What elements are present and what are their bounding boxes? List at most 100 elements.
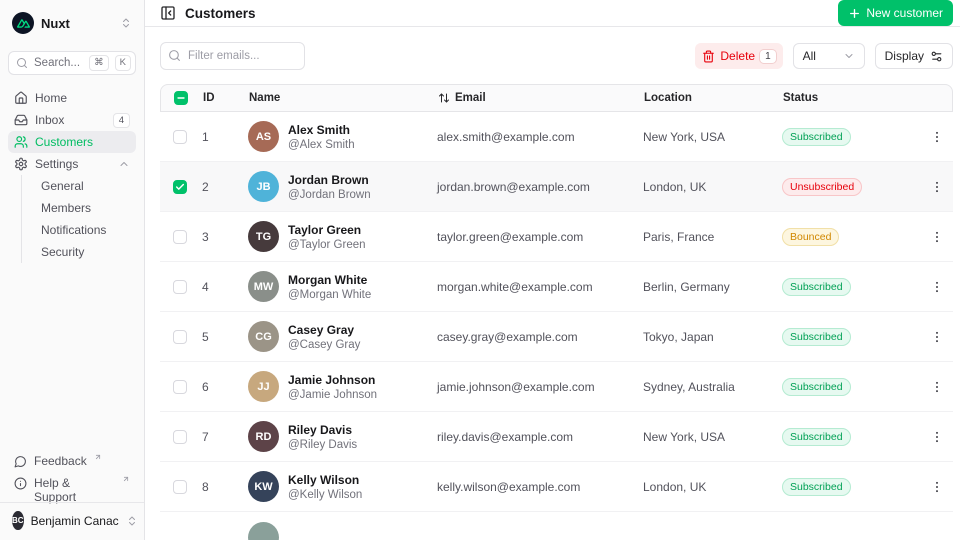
- status-filter-select[interactable]: All: [792, 43, 865, 69]
- sidebar-item-members[interactable]: Members: [39, 197, 136, 219]
- row-actions-button[interactable]: [926, 326, 948, 348]
- sidebar-item-home[interactable]: Home: [8, 87, 136, 109]
- sliders-icon: [930, 50, 943, 63]
- sidebar-item-settings[interactable]: Settings: [8, 153, 136, 175]
- customer-email: jamie.johnson@example.com: [437, 379, 595, 394]
- page-title: Customers: [185, 5, 256, 21]
- sidebar-item-label: Customers: [35, 135, 94, 149]
- display-label: Display: [884, 49, 924, 63]
- page-header: Customers New customer: [145, 0, 960, 27]
- row-checkbox[interactable]: [173, 179, 187, 194]
- sidebar-item-feedback[interactable]: Feedback: [8, 452, 136, 474]
- delete-label: Delete: [720, 49, 756, 63]
- message-circle-icon: [14, 455, 27, 468]
- kbd-meta: ⌘: [89, 55, 109, 71]
- row-checkbox[interactable]: [173, 279, 187, 294]
- sidebar-item-general[interactable]: General: [39, 175, 136, 197]
- sidebar-item-security[interactable]: Security: [39, 241, 136, 263]
- row-actions-button[interactable]: [926, 476, 948, 498]
- sidebar-item-label: Help & Support: [34, 476, 77, 504]
- column-header-name: Name: [249, 92, 281, 104]
- column-header-email-label: Email: [455, 92, 486, 104]
- customer-handle: @Jamie Johnson: [288, 388, 378, 401]
- status-badge: Subscribed: [782, 328, 851, 346]
- column-header-status: Status: [783, 92, 819, 104]
- customer-email: kelly.wilson@example.com: [437, 479, 581, 494]
- filter-emails-input[interactable]: [160, 42, 305, 70]
- customers-table: ID Name Email Location Status 1 AS: [160, 84, 953, 540]
- customer-name: Taylor Green: [288, 222, 362, 237]
- customer-email: alex.smith@example.com: [437, 129, 575, 144]
- customer-handle: @Casey Gray: [288, 338, 361, 351]
- status-badge: Subscribed: [782, 278, 851, 296]
- row-checkbox[interactable]: [173, 129, 187, 144]
- customer-name: Casey Gray: [288, 322, 355, 337]
- column-header-email[interactable]: Email: [438, 92, 644, 104]
- row-checkbox[interactable]: [173, 429, 187, 444]
- search-icon: [168, 49, 181, 62]
- sidebar-item-inbox[interactable]: Inbox 4: [8, 109, 136, 131]
- sidebar-item-label: Security: [41, 245, 85, 259]
- search-placeholder: Search...: [34, 57, 81, 69]
- row-checkbox[interactable]: [173, 479, 187, 494]
- workspace-label: Nuxt: [41, 15, 70, 31]
- table-row[interactable]: 2 JB Jordan Brown @Jordan Brown jordan.b…: [160, 162, 953, 212]
- chevrons-up-down-icon: [120, 17, 132, 29]
- collapse-sidebar-button[interactable]: [160, 5, 176, 21]
- customer-handle: @Taylor Green: [288, 238, 366, 251]
- row-actions-button[interactable]: [926, 176, 948, 198]
- delete-button[interactable]: Delete 1: [695, 43, 783, 69]
- status-badge: Unsubscribed: [782, 178, 863, 196]
- customer-email: taylor.green@example.com: [437, 229, 584, 244]
- table-row[interactable]: 6 JJ Jamie Johnson @Jamie Johnson jamie.…: [160, 362, 953, 412]
- customer-location: Berlin, Germany: [643, 279, 730, 294]
- table-row[interactable]: 1 AS Alex Smith @Alex Smith alex.smith@e…: [160, 112, 953, 162]
- row-checkbox[interactable]: [173, 229, 187, 244]
- user-menu[interactable]: BC Benjamin Canac: [8, 509, 136, 532]
- display-button[interactable]: Display: [874, 43, 953, 69]
- table-row[interactable]: 4 MW Morgan White @Morgan White morgan.w…: [160, 262, 953, 312]
- table-row[interactable]: 3 TG Taylor Green @Taylor Green taylor.g…: [160, 212, 953, 262]
- status-badge: Subscribed: [782, 478, 851, 496]
- customer-handle: @Riley Davis: [288, 438, 358, 451]
- row-actions-button[interactable]: [926, 276, 948, 298]
- row-id: 3: [202, 229, 209, 244]
- chevron-up-icon: [118, 158, 130, 170]
- row-actions-button[interactable]: [926, 426, 948, 448]
- sidebar-item-notifications[interactable]: Notifications: [39, 219, 136, 241]
- column-header-id: ID: [203, 92, 215, 104]
- table-row[interactable]: 7 RD Riley Davis @Riley Davis riley.davi…: [160, 412, 953, 462]
- sidebar-item-customers[interactable]: Customers: [8, 131, 136, 153]
- customer-location: London, UK: [643, 179, 707, 194]
- avatar: [248, 521, 279, 540]
- row-actions-button[interactable]: [926, 126, 948, 148]
- sidebar-item-label: Inbox: [35, 113, 65, 127]
- row-id: 1: [202, 129, 209, 144]
- trash-icon: [702, 50, 715, 63]
- table-row[interactable]: 5 CG Casey Gray @Casey Gray casey.gray@e…: [160, 312, 953, 362]
- workspace-switcher[interactable]: Nuxt: [8, 10, 136, 36]
- customer-handle: @Jordan Brown: [288, 188, 371, 201]
- status-badge: Bounced: [782, 228, 840, 246]
- user-name: Benjamin Canac: [30, 513, 119, 528]
- search-icon: [16, 57, 28, 69]
- customer-name: Morgan White: [288, 272, 368, 287]
- table-row[interactable]: 8 KW Kelly Wilson @Kelly Wilson kelly.wi…: [160, 462, 953, 512]
- row-checkbox[interactable]: [173, 329, 187, 344]
- table-toolbar: Delete 1 All Display: [145, 27, 960, 84]
- sidebar-divider: [0, 502, 144, 503]
- row-actions-button[interactable]: [926, 376, 948, 398]
- row-id: 7: [202, 429, 209, 444]
- row-id: 8: [202, 479, 209, 494]
- status-filter-value: All: [802, 49, 816, 63]
- search-input[interactable]: Search... ⌘ K: [8, 51, 136, 75]
- row-actions-button[interactable]: [926, 226, 948, 248]
- settings-subnav: General Members Notifications Security: [21, 175, 136, 263]
- customer-name: Jordan Brown: [288, 172, 369, 187]
- customer-name: Alex Smith: [288, 122, 351, 137]
- select-all-checkbox[interactable]: [174, 91, 188, 105]
- avatar: JB: [248, 171, 279, 202]
- row-checkbox[interactable]: [173, 379, 187, 394]
- sidebar-item-help-support[interactable]: Help & Support: [8, 474, 136, 504]
- new-customer-button[interactable]: New customer: [838, 0, 953, 26]
